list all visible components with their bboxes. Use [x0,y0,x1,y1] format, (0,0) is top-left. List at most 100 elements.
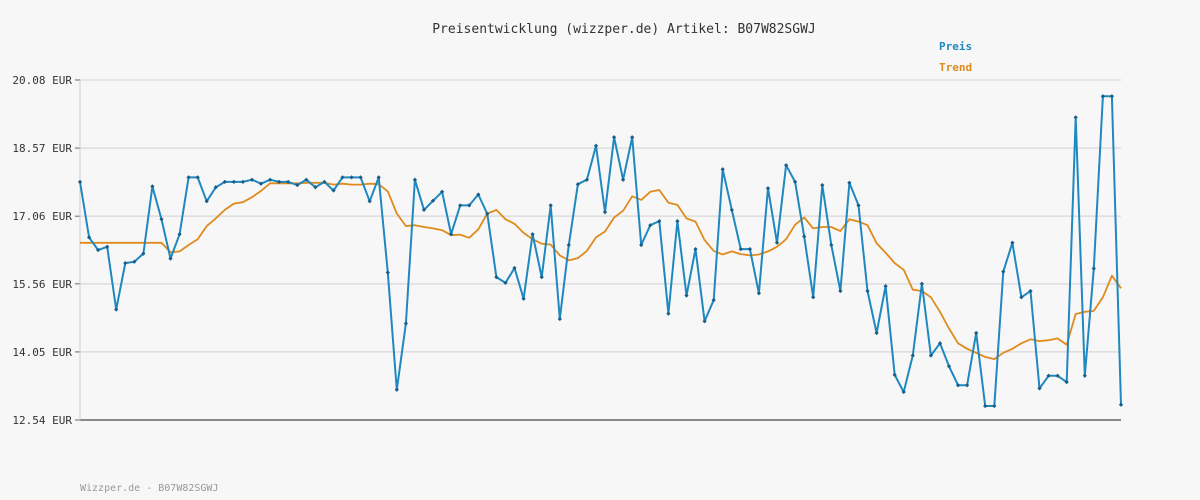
data-point [421,207,427,213]
data-point [1028,288,1033,294]
data-point [675,218,680,224]
data-point [86,235,92,240]
data-point [765,186,771,191]
data-point [874,330,879,336]
data-point [385,270,390,275]
data-point [1037,386,1042,391]
data-point [458,203,463,208]
data-point [394,387,399,392]
data-point [186,175,191,180]
data-point [584,177,590,182]
data-point [955,383,961,388]
legend-trend: Trend [939,61,972,74]
data-point [249,177,255,182]
data-point [1109,94,1115,99]
grid-lines [80,79,1121,353]
data-point [439,189,445,194]
data-point [195,175,200,180]
data-point [77,179,83,185]
data-point [720,167,725,172]
preis-line [79,95,1122,407]
data-point [322,179,327,185]
data-point [403,321,409,326]
data-point [928,353,934,358]
data-point [141,251,146,256]
data-point [1091,266,1096,271]
data-point [974,330,979,336]
data-point [557,316,562,322]
data-point [747,246,753,252]
y-tick-label: 20.08 EUR [12,74,72,87]
data-point [838,288,843,294]
data-point [1073,115,1078,120]
data-point [521,296,526,301]
data-point [892,372,897,378]
chart-title: Preisentwicklung (wizzper.de) Artikel: B… [432,22,816,37]
data-point [240,179,246,185]
data-point [693,246,698,252]
data-point [539,274,544,280]
data-point [276,179,282,185]
data-point [1001,269,1006,274]
data-point [367,199,372,204]
data-point [548,203,553,208]
data-point [820,182,825,188]
data-point [168,256,173,261]
data-point [204,199,209,204]
data-point [883,283,888,289]
preis-series [77,94,1124,409]
data-point [756,291,762,296]
data-point [684,293,689,298]
data-point [95,247,101,253]
data-point [630,135,635,140]
data-point [132,259,137,264]
data-point [105,244,110,249]
data-point [340,175,345,180]
data-point [485,211,490,217]
data-point [702,319,707,324]
data-point [1064,379,1069,385]
data-point [313,185,318,190]
data-point [114,307,119,312]
y-tick-label: 15.56 EUR [12,278,72,291]
data-point [430,198,436,203]
data-point [494,274,499,280]
data-point [258,181,264,186]
data-point [648,223,653,228]
data-point [1118,402,1124,407]
data-point [620,177,626,182]
data-point [1100,94,1106,99]
data-point [1082,373,1087,378]
data-point [964,383,970,388]
y-axis-ticks: 20.08 EUR 18.57 EUR 17.06 EUR 15.56 EUR 14.0… [12,74,80,427]
data-point [1046,373,1051,378]
data-point [829,242,834,248]
data-point [602,209,608,215]
data-point [412,177,418,182]
data-point [711,297,716,303]
legend-preis: Preis [939,40,972,53]
data-point [448,232,454,237]
y-tick-label: 12.54 EUR [12,414,72,427]
data-point [575,182,581,187]
data-point [286,179,291,185]
data-point [937,341,943,346]
data-point [657,218,662,224]
data-point [1019,295,1024,300]
trend-series [80,181,1122,361]
data-point [295,182,300,188]
trend-line [80,181,1122,361]
data-point [503,280,508,286]
data-point [593,143,599,148]
data-point [331,188,336,193]
data-point [910,353,915,358]
data-point [1055,373,1060,378]
data-point [847,180,852,185]
data-point [666,311,671,316]
y-tick-label: 14.05 EUR [12,346,72,359]
data-point [639,242,644,248]
data-point [467,203,472,208]
data-point [177,232,182,237]
data-point [792,179,798,185]
